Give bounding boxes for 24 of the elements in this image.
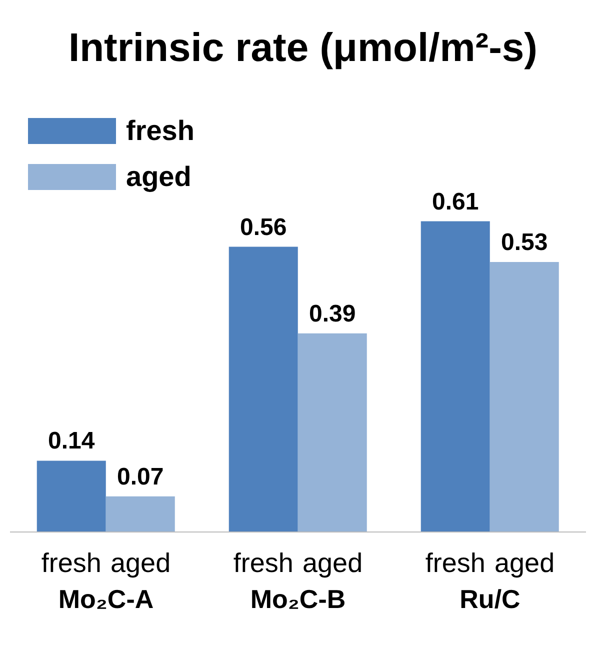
x-tick-label: Mo₂C-A — [58, 584, 154, 614]
data-label: 0.39 — [309, 300, 356, 328]
bar — [36, 460, 106, 532]
text: aged — [302, 548, 363, 578]
bar — [228, 246, 298, 532]
bar — [490, 262, 559, 532]
text: fresh — [425, 548, 486, 578]
data-label: 0.14 — [48, 428, 96, 455]
text: aged — [110, 548, 171, 578]
data-label: 0.61 — [432, 188, 479, 216]
bar — [420, 221, 490, 532]
bar — [106, 496, 175, 532]
legend-label: aged — [126, 161, 192, 193]
chart-title: Intrinsic rate (μmol/m²-s) — [68, 24, 538, 72]
text: aged — [494, 548, 555, 578]
data-label: 0.53 — [501, 229, 548, 256]
text: fresh — [41, 548, 102, 578]
x-tick-label: Ru/C — [460, 584, 521, 614]
x-tick-label: Mo₂C-B — [250, 584, 346, 614]
bar — [298, 333, 367, 532]
legend-label: fresh — [126, 115, 194, 147]
data-label: 0.56 — [240, 214, 287, 241]
text: fresh — [233, 548, 294, 578]
data-label: 0.07 — [117, 463, 164, 490]
